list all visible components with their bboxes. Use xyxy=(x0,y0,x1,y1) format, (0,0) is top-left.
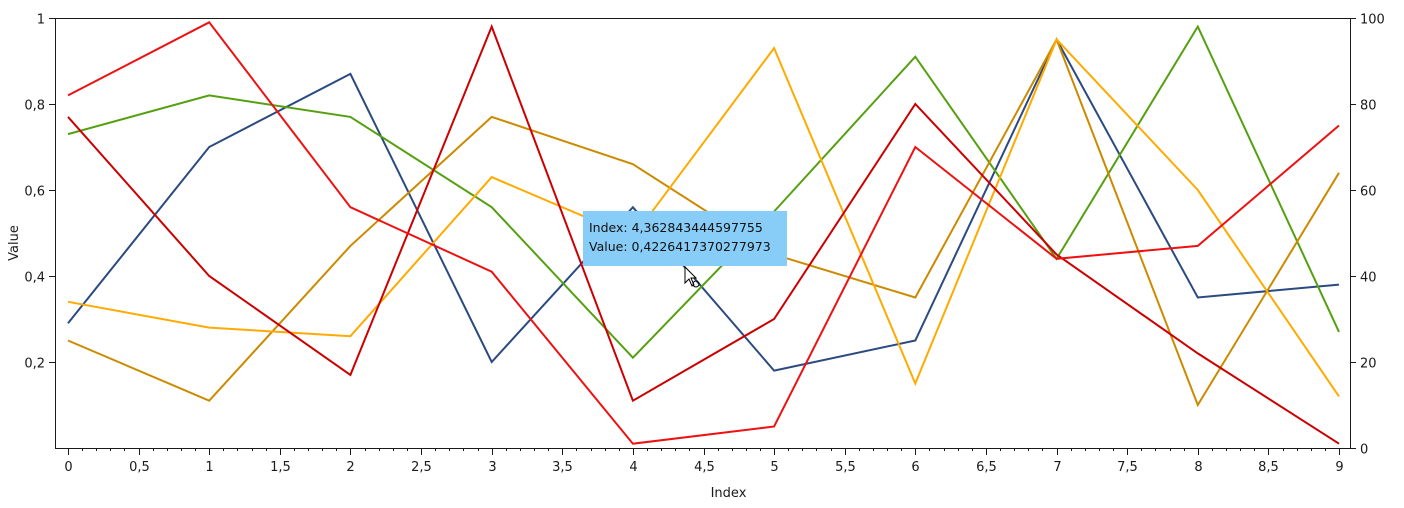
tooltip-index: Index: 4,362843444597755 xyxy=(589,220,763,235)
y-right-tick-label: 100 xyxy=(1360,13,1385,28)
x-tick-label: 1 xyxy=(205,460,213,475)
y-left-tick-label: 0,2 xyxy=(24,357,45,372)
x-tick-label: 6 xyxy=(911,460,919,475)
y-left-tick-label: 0,8 xyxy=(24,99,45,114)
pointer-arrow-busy-icon xyxy=(684,266,700,288)
x-tick-label: 7,5 xyxy=(1117,460,1138,475)
y-right-tick-label: 0 xyxy=(1360,443,1368,458)
series-line-1 xyxy=(67,37,1340,372)
series-line-4 xyxy=(67,37,1340,397)
y-right-tick-label: 80 xyxy=(1360,99,1377,114)
x-tick-label: 2 xyxy=(346,460,354,475)
x-tick-label: 6,5 xyxy=(976,460,997,475)
x-tick-label: 8,5 xyxy=(1258,460,1279,475)
x-tick-label: 8 xyxy=(1194,460,1202,475)
y-left-tick-label: 0,6 xyxy=(24,185,45,200)
y-left-tick-label: 1 xyxy=(37,13,45,28)
x-tick-label: 4,5 xyxy=(694,460,715,475)
y-right-tick-label: 60 xyxy=(1360,185,1377,200)
series-line-5 xyxy=(67,23,1340,445)
x-axis-label: Index xyxy=(711,486,747,501)
plot-frame xyxy=(55,18,1351,449)
x-tick-label: 1,5 xyxy=(270,460,291,475)
x-tick-label: 4 xyxy=(629,460,637,475)
x-tick-label: 3,5 xyxy=(552,460,573,475)
y-right-tick-label: 20 xyxy=(1360,357,1377,372)
x-tick-label: 5,5 xyxy=(835,460,856,475)
series-line-2 xyxy=(67,24,1340,360)
hover-tooltip: Index: 4,362843444597755 Value: 0,422641… xyxy=(583,211,787,266)
y-right-tick-label: 40 xyxy=(1360,271,1377,286)
x-tick-label: 2,5 xyxy=(411,460,432,475)
x-tick-label: 9 xyxy=(1335,460,1343,475)
x-tick-label: 5 xyxy=(770,460,778,475)
tooltip-value: Value: 0,4226417370277973 xyxy=(589,239,771,254)
x-tick-label: 0,5 xyxy=(129,460,150,475)
x-tick-label: 3 xyxy=(488,460,496,475)
x-tick-label: 7 xyxy=(1053,460,1061,475)
x-tick-label: 0 xyxy=(64,460,72,475)
series-line-3 xyxy=(67,37,1340,408)
series-line-6 xyxy=(67,21,1340,445)
y-left-tick-label: 0,4 xyxy=(24,271,45,286)
y-axis-label: Value xyxy=(7,225,22,261)
